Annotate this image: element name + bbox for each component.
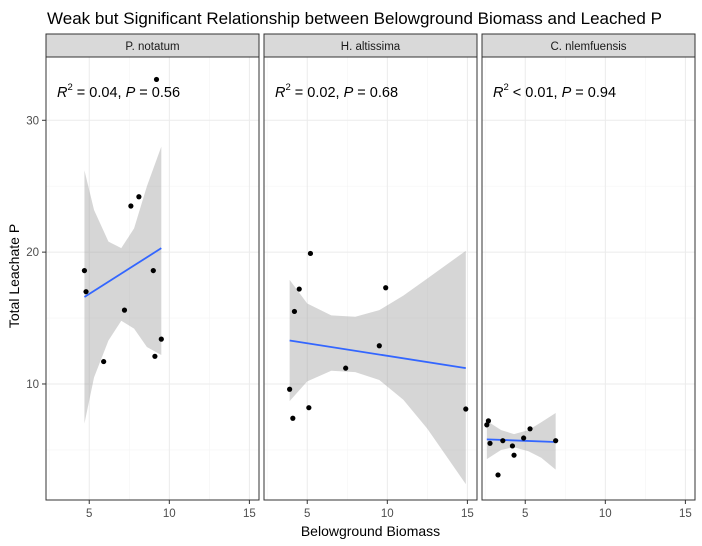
data-point	[509, 443, 516, 449]
data-point	[521, 435, 527, 441]
x-tick-label: 10	[599, 508, 612, 520]
y-tick-label: 10	[26, 379, 39, 391]
x-tick-label: 5	[304, 508, 310, 520]
data-point	[343, 365, 349, 371]
regression-line	[83, 247, 162, 298]
panel-border	[481, 56, 696, 501]
x-tick-label: 15	[461, 508, 474, 520]
data-point	[136, 194, 142, 200]
x-tick-label: 10	[163, 508, 176, 520]
data-point	[291, 308, 298, 315]
chart-title: Weak but Significant Relationship betwee…	[47, 9, 662, 28]
data-point	[484, 422, 490, 428]
data-point	[101, 358, 107, 365]
data-point	[287, 386, 293, 392]
data-point	[128, 203, 134, 209]
data-point	[527, 426, 533, 432]
regression-line	[289, 339, 466, 370]
data-point	[290, 415, 296, 421]
data-point	[376, 343, 382, 349]
x-tick-label: 5	[522, 508, 528, 520]
data-point	[306, 405, 312, 411]
data-point	[511, 452, 517, 458]
y-axis-title: Total Leachate P	[6, 224, 22, 328]
facet-panel-2: H. altissima R2 = 0.02, P = 0.68 5 10 15	[263, 33, 478, 520]
data-point	[307, 250, 314, 257]
data-point	[121, 307, 128, 313]
x-tick-label: 5	[86, 508, 92, 520]
stat-annotation: R2 = 0.04, P = 0.56	[57, 82, 180, 101]
x-tick-label: 15	[679, 508, 692, 520]
x-axis-title: Belowground Biomass	[301, 523, 440, 539]
data-point	[83, 289, 89, 295]
stat-annotation: R2 < 0.01, P = 0.94	[493, 82, 616, 101]
facet-strip-label: H. altissima	[341, 41, 401, 53]
regression-line	[486, 438, 556, 443]
data-point	[81, 267, 88, 274]
panel-border	[263, 56, 478, 501]
x-tick-label: 15	[243, 508, 256, 520]
confidence-band	[289, 250, 466, 485]
data-point	[553, 438, 559, 444]
data-point	[153, 76, 160, 83]
data-point	[495, 472, 501, 478]
stat-annotation: R2 = 0.02, P = 0.68	[275, 82, 398, 101]
x-tick-label: 10	[381, 508, 394, 520]
facet-panel-3: C. nlemfuensis R2 < 0.01, P = 0.94 5 10 15	[481, 33, 696, 520]
data-point	[296, 286, 302, 292]
data-point	[150, 267, 156, 274]
confidence-band	[84, 146, 162, 424]
data-point	[383, 285, 389, 291]
data-point	[485, 418, 492, 424]
y-tick-label: 20	[26, 247, 39, 259]
panel-border	[45, 56, 260, 501]
y-tick-label: 30	[26, 115, 39, 127]
data-point	[487, 440, 493, 446]
facet-panel-1: P. notatum R2 = 0.04, P = 0.56 5 10 15	[45, 33, 260, 520]
data-point	[500, 438, 506, 444]
data-point	[158, 336, 164, 342]
facet-strip-label: C. nlemfuensis	[550, 41, 626, 53]
data-point	[463, 406, 469, 412]
data-point	[152, 353, 158, 359]
facet-strip-label: P. notatum	[125, 41, 179, 53]
